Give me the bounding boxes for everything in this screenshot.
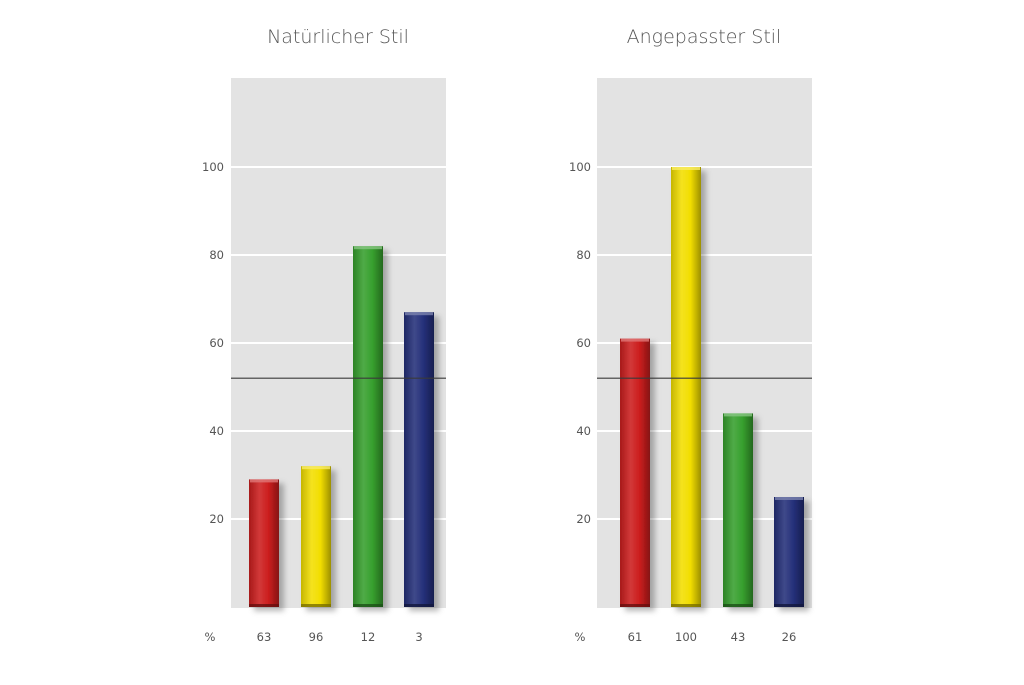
bar-2 — [671, 167, 701, 607]
bar-top-highlight — [250, 479, 278, 483]
bar-top-highlight — [354, 246, 382, 250]
y-tick-label: 100 — [202, 160, 224, 174]
chart-title: Angepasster Stil — [627, 26, 782, 48]
category-label: 100 — [675, 630, 697, 644]
y-tick-label: 40 — [576, 424, 591, 438]
category-label: 63 — [257, 630, 272, 644]
bar-top-highlight — [405, 312, 433, 316]
y-tick-label: 20 — [576, 512, 591, 526]
y-tick-label: 60 — [576, 336, 591, 350]
bar-bottom-edge — [671, 604, 701, 607]
category-label: 96 — [309, 630, 324, 644]
category-label: 43 — [731, 630, 746, 644]
bar-top-highlight — [724, 413, 752, 417]
chart-title: Natürlicher Stil — [267, 26, 409, 48]
chart-panel-2: 20 40 60 80 100 Angepasster Stil% 61 100 43 26 — [569, 26, 812, 644]
chart-panel-1: 20 40 60 80 100 Natürlicher Stil% 63 96 12 3 — [202, 26, 446, 644]
bar-top-highlight — [775, 497, 803, 500]
bar-4 — [404, 312, 434, 607]
bar-bottom-edge — [249, 604, 279, 607]
bar-top-highlight — [621, 338, 649, 342]
bar-bottom-edge — [774, 604, 804, 607]
bar-top-highlight — [672, 167, 700, 170]
category-label: 3 — [415, 630, 422, 644]
bar-bottom-edge — [723, 604, 753, 607]
y-tick-label: 80 — [576, 248, 591, 262]
y-tick-label: 80 — [209, 248, 224, 262]
category-label: 12 — [361, 630, 376, 644]
bar-bottom-edge — [620, 604, 650, 607]
y-tick-label: 60 — [209, 336, 224, 350]
bar-3 — [723, 413, 753, 607]
bar-1 — [620, 338, 650, 607]
bar-4 — [774, 497, 804, 607]
bar-3 — [353, 246, 383, 607]
x-unit-label: % — [575, 630, 586, 644]
bar-2 — [301, 466, 331, 607]
bar-top-highlight — [302, 466, 330, 470]
bar-bottom-edge — [404, 604, 434, 607]
y-tick-label: 40 — [209, 424, 224, 438]
bar-bottom-edge — [301, 604, 331, 607]
x-unit-label: % — [205, 630, 216, 644]
y-tick-label: 20 — [209, 512, 224, 526]
category-label: 26 — [782, 630, 797, 644]
bar-1 — [249, 479, 279, 607]
y-tick-label: 100 — [569, 160, 591, 174]
category-label: 61 — [628, 630, 643, 644]
bar-bottom-edge — [353, 604, 383, 607]
